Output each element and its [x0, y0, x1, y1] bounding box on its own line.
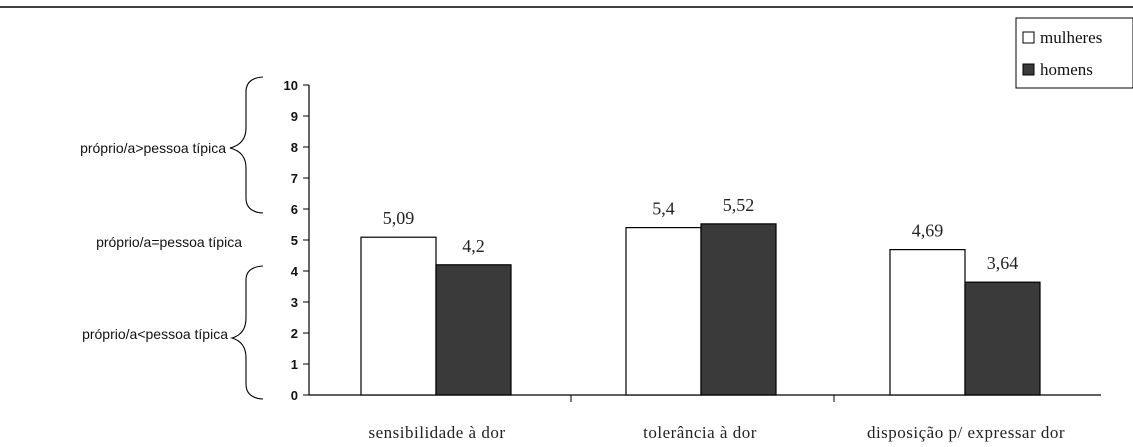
data-label-mulheres-0: 5,09: [383, 208, 415, 228]
y-tick-label-0: 0: [291, 388, 298, 403]
y-tick-label-7: 7: [291, 171, 298, 186]
bar-mulheres-0: [360, 236, 437, 396]
annotation-below: próprio/a<pessoa típica: [82, 326, 228, 342]
y-tick-label-6: 6: [291, 202, 298, 217]
legend-box: [1015, 17, 1133, 89]
y-tick-label-3: 3: [291, 295, 298, 310]
annotation-above: próprio/a>pessoa típica: [80, 140, 226, 156]
legend-swatch-homens: [1022, 63, 1035, 76]
data-label-mulheres-2: 4,69: [912, 221, 944, 241]
x-tick-label-disposicao: disposição p/ expressar dor: [867, 423, 1065, 442]
brace-below: [230, 265, 264, 400]
y-tick-label-10: 10: [284, 78, 298, 93]
bar-mulheres-1: [625, 227, 702, 396]
y-tick-label-4: 4: [291, 264, 299, 279]
bar-homens-2: [964, 281, 1041, 396]
legend-label-homens: homens: [1040, 60, 1093, 79]
legend-label-mulheres: mulheres: [1040, 28, 1102, 47]
x-tick-label-tolerancia: tolerância à dor: [643, 423, 757, 442]
data-label-mulheres-1: 5,4: [652, 199, 675, 219]
data-label-homens-0: 4,2: [462, 236, 485, 256]
brace-above: [229, 76, 264, 214]
y-tick-label-8: 8: [291, 140, 298, 155]
legend: mulheres homens: [1015, 17, 1133, 89]
bar-homens-0: [435, 264, 512, 396]
y-tick-label-2: 2: [291, 326, 298, 341]
annotation-equal: próprio/a=pessoa típica: [96, 234, 242, 250]
data-label-homens-2: 3,64: [987, 253, 1019, 273]
bar-homens-1: [700, 223, 777, 396]
x-tick-label-sensibilidade: sensibilidade à dor: [369, 423, 506, 442]
data-label-homens-1: 5,52: [723, 195, 755, 215]
y-tick-label-1: 1: [291, 357, 298, 372]
legend-swatch-mulheres: [1022, 31, 1035, 44]
y-tick-label-9: 9: [291, 109, 298, 124]
bar-mulheres-2: [889, 249, 966, 396]
y-tick-label-5: 5: [291, 233, 298, 248]
